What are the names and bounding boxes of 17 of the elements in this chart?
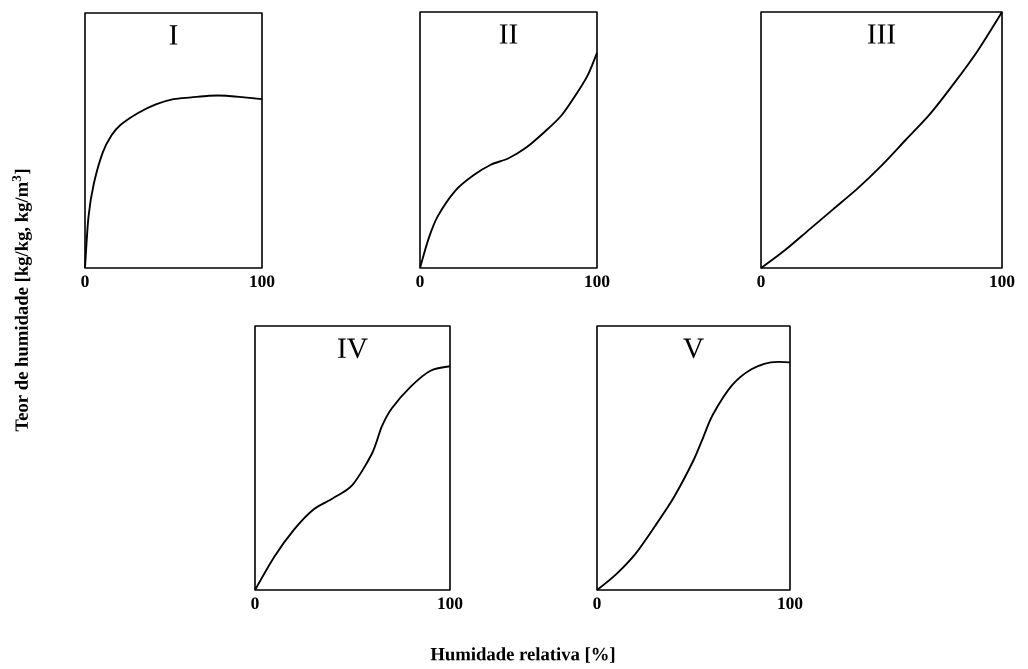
x-tick-label: 0 xyxy=(757,275,765,288)
chart-title: I xyxy=(169,25,178,45)
x-tick-label: 100 xyxy=(585,275,610,288)
chart-title: II xyxy=(499,24,518,44)
y-axis-title: Teor de humidade [kg/kg, kg/m$^{3}$] xyxy=(12,169,32,432)
x-tick-label: 100 xyxy=(778,597,803,610)
chart-title: III xyxy=(867,24,896,44)
x-tick-label: 0 xyxy=(251,597,259,610)
x-tick-label: 0 xyxy=(593,597,601,610)
x-axis-title: Humidade relativa [%] xyxy=(430,647,615,663)
x-tick-label: 100 xyxy=(250,275,275,288)
x-tick-label: 0 xyxy=(81,275,89,288)
x-tick-label: 100 xyxy=(990,275,1015,288)
chart-title: V xyxy=(683,338,704,359)
x-tick-label: 100 xyxy=(438,597,463,610)
chart-title: IV xyxy=(338,338,368,359)
x-tick-label: 0 xyxy=(416,275,424,288)
